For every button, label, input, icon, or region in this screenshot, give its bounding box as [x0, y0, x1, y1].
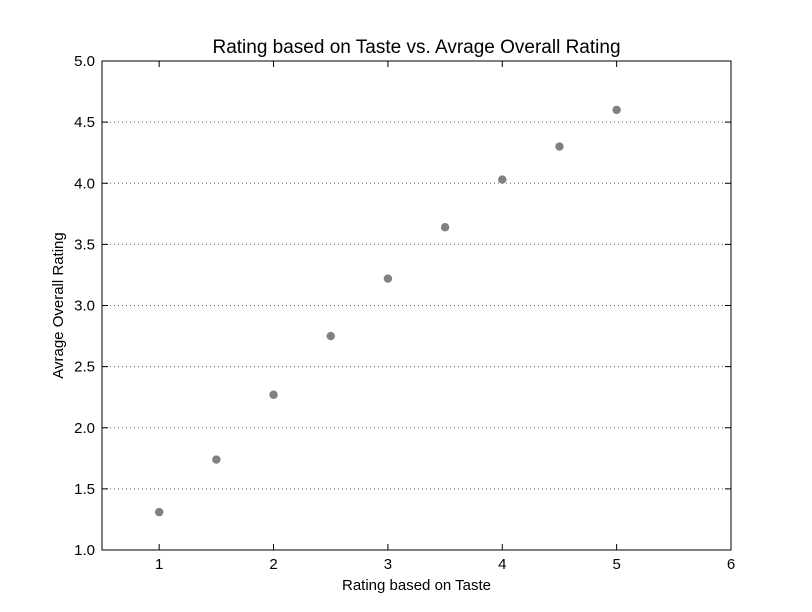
x-tick-label-1: 2: [269, 556, 277, 573]
y-tick-label-7: 4.5: [74, 114, 95, 131]
y-tick-label-2: 2.0: [74, 420, 95, 437]
scatter-point-1: [212, 455, 221, 464]
x-tick-label-0: 1: [155, 556, 163, 573]
y-axis-tick-labels: 1.0 1.5 2.0 2.5 3.0 3.5 4.0 4.5 5.0: [74, 53, 95, 559]
y-tick-label-5: 3.5: [74, 236, 95, 253]
y-tick-label-8: 5.0: [74, 53, 95, 70]
x-axis-tick-labels: 1 2 3 4 5 6: [155, 556, 735, 573]
y-axis-label: Avrage Overall Rating: [50, 232, 67, 378]
x-axis-label: Rating based on Taste: [342, 577, 491, 594]
y-tick-label-6: 4.0: [74, 175, 95, 192]
scatter-point-5: [440, 223, 450, 232]
x-tick-label-3: 4: [498, 556, 506, 573]
scatter-point-0: [154, 507, 164, 517]
x-tick-label-2: 3: [384, 556, 392, 573]
y-tick-label-1: 1.5: [74, 481, 95, 498]
scatter-point-7: [555, 142, 564, 151]
x-tick-label-4: 5: [612, 556, 620, 573]
scatter-point-8: [612, 105, 621, 115]
x-tick-label-5: 6: [727, 556, 735, 573]
scatter-points: [154, 105, 621, 517]
chart-title: Rating based on Taste vs. Avrage Overall…: [212, 37, 620, 58]
x-axis-ticks: [158, 61, 732, 550]
scatter-point-2: [269, 390, 278, 399]
scatter-point-4: [383, 274, 393, 283]
y-tick-label-4: 3.0: [74, 298, 95, 315]
y-axis-ticks: [102, 60, 731, 551]
scatter-point-3: [326, 331, 335, 341]
y-tick-label-0: 1.0: [74, 542, 95, 559]
plot-area: [101, 60, 732, 551]
grid-lines: [102, 121, 731, 490]
y-tick-label-3: 2.5: [74, 359, 95, 376]
scatter-point-6: [498, 175, 507, 184]
